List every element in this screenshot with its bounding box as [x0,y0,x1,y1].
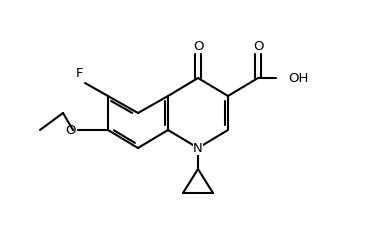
Text: OH: OH [288,72,309,84]
Text: N: N [193,142,203,155]
Text: F: F [75,67,83,80]
Text: O: O [66,124,76,137]
Text: O: O [253,40,263,53]
Text: O: O [193,40,203,53]
